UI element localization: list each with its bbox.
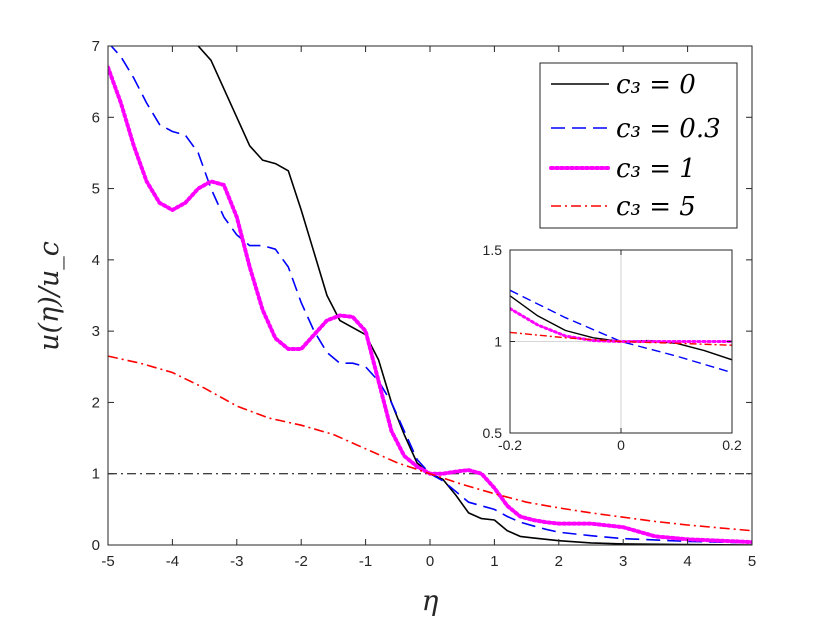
y-axis-title: u(η)/u_c — [34, 241, 65, 351]
inset-y-tick-label: 1 — [494, 334, 502, 350]
inset-x-tick-label: 0.2 — [722, 437, 742, 453]
inset-x-tick-label: -0.2 — [498, 437, 522, 453]
inset-series-c3-0.3 — [510, 289, 732, 374]
main-x-tick-label: -2 — [295, 553, 308, 570]
legend-box — [539, 62, 738, 229]
main-y-tick-label: 1 — [92, 466, 100, 483]
main-series-c3-0 — [197, 46, 752, 545]
main-y-tick-label: 2 — [92, 394, 100, 411]
main-y-tick-label: 6 — [92, 109, 100, 126]
main-series-group — [108, 46, 752, 545]
main-series-c3-0.3 — [110, 46, 752, 544]
main-ticks: -5 -4 -3 -2 -1 0 1 2 3 4 5 0 1 2 3 4 5 6 7 — [92, 38, 757, 570]
legend-label-0: c₃ = 0 — [616, 70, 696, 100]
main-x-tick-label: -4 — [166, 553, 179, 570]
main-y-tick-label: 5 — [92, 181, 100, 198]
inset-series-c3-5 — [510, 331, 732, 346]
main-x-tick-label: 0 — [426, 553, 434, 570]
x-axis-title: η — [422, 584, 439, 617]
main-x-tick-label: -5 — [101, 553, 114, 570]
inset-series-group — [510, 289, 732, 374]
main-x-tick-label: 1 — [490, 553, 498, 570]
main-x-tick-label: 3 — [619, 553, 627, 570]
main-x-tick-label: 4 — [683, 553, 691, 570]
inset-x-tick-label: 0 — [617, 437, 625, 453]
inset-ticks: -0.2 0 0.2 0.5 1 1.5 — [483, 242, 742, 453]
main-x-tick-label: 2 — [555, 553, 563, 570]
main-x-tick-label: -1 — [359, 553, 372, 570]
main-y-tick-label: 0 — [92, 537, 100, 554]
main-x-tick-label: -3 — [230, 553, 243, 570]
main-series-c3-5 — [108, 355, 752, 532]
inset-y-tick-label: 0.5 — [483, 425, 503, 441]
main-y-tick-label: 4 — [92, 252, 100, 269]
legend: c₃ = 0 c₃ = 0.3 c₃ = 1 c₃ = 5 — [539, 62, 738, 229]
main-y-tick-label: 7 — [92, 38, 100, 55]
inset-y-tick-label: 1.5 — [483, 242, 503, 258]
main-x-tick-label: 5 — [748, 553, 756, 570]
legend-label-1: c₃ = 0.3 — [616, 114, 721, 144]
legend-label-2: c₃ = 1 — [616, 154, 696, 184]
main-y-tick-label: 3 — [92, 323, 100, 340]
legend-label-3: c₃ = 5 — [616, 192, 696, 222]
main-series-c3-1 — [108, 65, 752, 545]
